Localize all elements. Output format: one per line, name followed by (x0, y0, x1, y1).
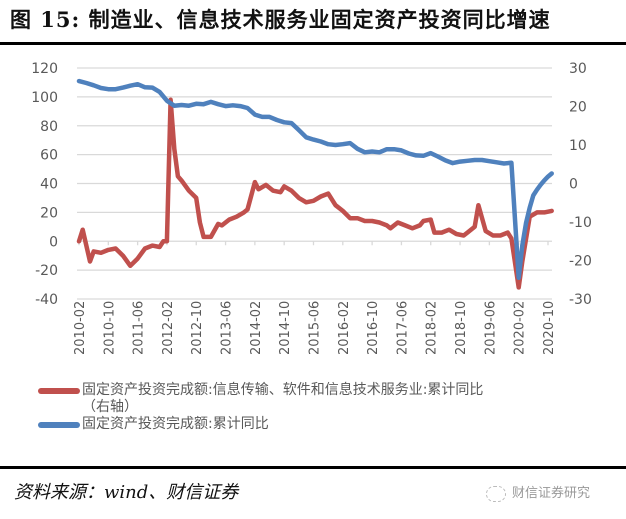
svg-text:10: 10 (569, 138, 587, 154)
series-line (76, 78, 554, 281)
svg-text:80: 80 (40, 119, 58, 135)
svg-text:-20: -20 (35, 263, 58, 279)
svg-text:30: 30 (569, 61, 587, 77)
svg-text:2010-02: 2010-02 (73, 301, 88, 355)
svg-text:-30: -30 (569, 292, 592, 308)
svg-text:2018-10: 2018-10 (454, 301, 469, 355)
svg-text:2010-10: 2010-10 (102, 301, 117, 355)
watermark: 财信证券研究 (486, 482, 590, 502)
svg-text:2014-10: 2014-10 (278, 301, 293, 355)
series-line (76, 97, 554, 290)
svg-text:2015-06: 2015-06 (307, 301, 322, 355)
bottom-rule (0, 466, 626, 469)
svg-text:2013-06: 2013-06 (220, 301, 235, 355)
svg-text:2011-06: 2011-06 (132, 301, 147, 355)
svg-text:60: 60 (40, 148, 58, 164)
svg-text:100: 100 (31, 90, 58, 106)
svg-text:2016-02: 2016-02 (337, 301, 352, 355)
x-axis: 2010-02 2010-10 2011-06 2012-02 2012-10 2013-… (73, 241, 557, 355)
gridlines (77, 67, 552, 300)
svg-text:2012-10: 2012-10 (190, 301, 205, 355)
svg-text:2016-10: 2016-10 (366, 301, 381, 355)
svg-text:20: 20 (569, 100, 587, 116)
legend-swatch-red (38, 388, 80, 394)
svg-text:2020-10: 2020-10 (542, 301, 557, 355)
svg-text:-10: -10 (569, 215, 592, 231)
svg-text:2020-02: 2020-02 (513, 301, 528, 355)
y-axis-right: 30 20 10 0 -10 -20 -30 (569, 61, 592, 308)
svg-text:2012-02: 2012-02 (161, 301, 176, 355)
svg-text:0: 0 (569, 177, 578, 193)
source-note: 资料来源：wind、财信证券 (14, 482, 239, 503)
wechat-icon (486, 485, 506, 502)
y-axis-left: 120 100 80 60 40 20 0 -20 -40 (31, 61, 58, 308)
svg-text:2014-02: 2014-02 (249, 301, 264, 355)
svg-text:-40: -40 (35, 292, 58, 308)
legend-swatch-blue (38, 422, 80, 428)
watermark-text: 财信证券研究 (512, 486, 591, 501)
svg-text:40: 40 (40, 177, 58, 193)
top-rule (0, 42, 626, 45)
svg-text:20: 20 (40, 205, 58, 221)
svg-text:2019-06: 2019-06 (483, 301, 498, 355)
figure-title: 图 15: 制造业、信息技术服务业固定资产投资同比增速 (10, 7, 551, 32)
svg-text:2018-02: 2018-02 (425, 301, 440, 355)
svg-text:2017-06: 2017-06 (395, 301, 410, 355)
legend-label: 固定资产投资完成额:累计同比 (82, 416, 269, 432)
svg-text:-20: -20 (569, 254, 592, 270)
svg-text:120: 120 (31, 61, 58, 77)
legend-label: 固定资产投资完成额:信息传输、软件和信息技术服务业:累计同比 (82, 382, 484, 398)
legend-label-right-axis: （右轴） (82, 399, 138, 415)
series-lines (76, 78, 554, 290)
svg-text:0: 0 (49, 234, 58, 250)
